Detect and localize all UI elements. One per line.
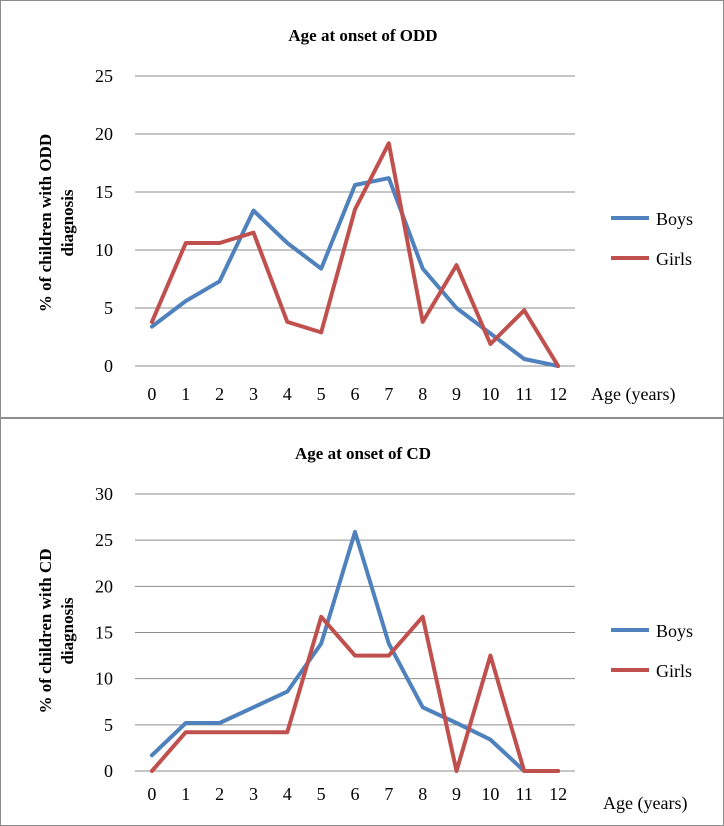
legend-label-boys: Boys (656, 209, 693, 229)
legend: Boys Girls (611, 209, 693, 269)
series-line-boys (149, 176, 561, 368)
y-tick-label: 20 (95, 124, 113, 144)
x-axis-label: Age (years) (603, 793, 687, 814)
x-tick-label: 2 (215, 384, 224, 404)
y-axis-label-line-1: % of children with CD (36, 549, 55, 714)
x-tick-label: 5 (317, 384, 326, 404)
x-tick-label: 8 (418, 384, 427, 404)
x-axis-label: Age (years) (591, 384, 675, 405)
x-tick-label: 3 (249, 384, 258, 404)
series-lines (149, 529, 561, 773)
chart-title: Age at onset of CD (295, 444, 431, 463)
x-tick-label: 0 (147, 384, 156, 404)
y-tick-label: 15 (95, 182, 113, 202)
y-axis-label-line-2: diagnosis (58, 189, 77, 256)
series-line-boys (149, 529, 561, 773)
y-axis-label: % of children with CD diagnosis (36, 549, 77, 714)
y-tick-label: 10 (95, 240, 113, 260)
chart-title: Age at onset of ODD (288, 26, 437, 45)
y-tick-label: 15 (95, 623, 113, 643)
y-tick-label: 5 (104, 298, 113, 318)
odd-chart-panel: Age at onset of ODD % of children with O… (0, 0, 724, 418)
x-tick-label: 9 (452, 384, 461, 404)
x-tick-label: 3 (249, 784, 258, 804)
cd-chart: Age at onset of CD % of children with CD… (36, 444, 693, 814)
y-tick-label: 25 (95, 530, 113, 550)
x-tick-label: 11 (516, 384, 533, 404)
legend: Boys Girls (611, 621, 693, 681)
y-tick-label: 5 (104, 715, 113, 735)
odd-chart: Age at onset of ODD % of children with O… (36, 26, 693, 405)
x-tick-label: 11 (516, 784, 533, 804)
y-tick-label: 0 (104, 356, 113, 376)
x-tick-label: 4 (283, 784, 292, 804)
x-tick-label: 0 (147, 784, 156, 804)
y-axis-label-line-1: % of children with ODD (36, 134, 55, 312)
y-tick-label: 30 (95, 484, 113, 504)
legend-label-girls: Girls (656, 661, 692, 681)
series-lines (149, 141, 561, 368)
x-tick-labels: 0 1 2 3 4 5 6 7 8 9 10 11 12 (147, 384, 567, 404)
x-tick-label: 8 (418, 784, 427, 804)
legend-label-boys: Boys (656, 621, 693, 641)
x-tick-label: 1 (181, 784, 190, 804)
x-tick-label: 5 (317, 784, 326, 804)
x-tick-label: 12 (549, 784, 567, 804)
y-axis-label-line-2: diagnosis (58, 597, 77, 664)
x-tick-label: 7 (384, 784, 393, 804)
x-tick-label: 6 (351, 384, 360, 404)
x-tick-label: 9 (452, 784, 461, 804)
x-tick-label: 4 (283, 384, 292, 404)
cd-chart-panel: Age at onset of CD % of children with CD… (0, 418, 724, 826)
x-tick-labels: 0 1 2 3 4 5 6 7 8 9 10 11 12 (147, 784, 567, 804)
x-tick-label: 2 (215, 784, 224, 804)
y-tick-label: 10 (95, 669, 113, 689)
y-tick-label: 0 (104, 761, 113, 781)
x-tick-label: 10 (481, 384, 499, 404)
y-axis-label: % of children with ODD diagnosis (36, 134, 77, 312)
y-tick-labels: 0 5 10 15 20 25 (95, 66, 113, 376)
y-tick-labels: 0 5 10 15 20 25 30 (95, 484, 113, 781)
x-tick-label: 10 (481, 784, 499, 804)
x-tick-label: 6 (351, 784, 360, 804)
legend-label-girls: Girls (656, 249, 692, 269)
series-line-girls (149, 141, 561, 368)
x-tick-label: 7 (384, 384, 393, 404)
series-line-girls (149, 614, 561, 773)
x-tick-label: 1 (181, 384, 190, 404)
x-tick-label: 12 (549, 384, 567, 404)
y-tick-label: 20 (95, 576, 113, 596)
gridlines (135, 75, 575, 367)
y-tick-label: 25 (95, 66, 113, 86)
